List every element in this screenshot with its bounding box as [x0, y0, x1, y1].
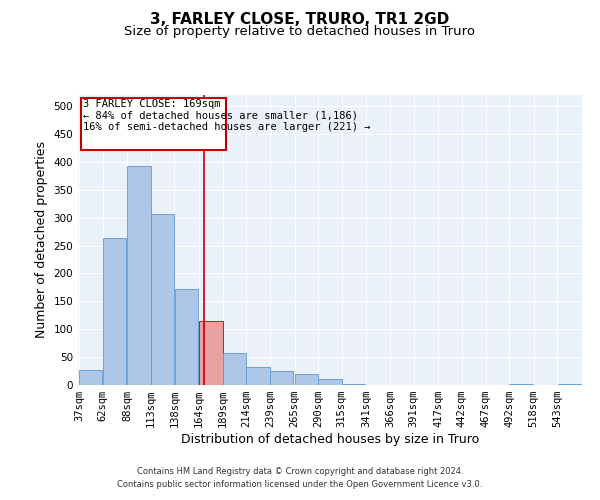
FancyBboxPatch shape: [81, 98, 226, 150]
Bar: [509, 384, 533, 385]
Bar: [342, 384, 365, 385]
Bar: [295, 374, 318, 385]
Bar: [270, 371, 293, 385]
Bar: [223, 353, 246, 385]
Bar: [151, 214, 175, 385]
Y-axis label: Number of detached properties: Number of detached properties: [35, 142, 48, 338]
Bar: [557, 384, 581, 385]
Bar: [79, 370, 103, 385]
Bar: [127, 166, 151, 385]
Bar: [247, 366, 270, 385]
Text: Size of property relative to detached houses in Truro: Size of property relative to detached ho…: [125, 25, 476, 38]
Text: Contains public sector information licensed under the Open Government Licence v3: Contains public sector information licen…: [118, 480, 482, 489]
Text: Contains HM Land Registry data © Crown copyright and database right 2024.: Contains HM Land Registry data © Crown c…: [137, 467, 463, 476]
Bar: [319, 380, 341, 385]
X-axis label: Distribution of detached houses by size in Truro: Distribution of detached houses by size …: [181, 433, 479, 446]
Bar: [103, 238, 126, 385]
Bar: [175, 289, 198, 385]
Text: 3 FARLEY CLOSE: 169sqm
← 84% of detached houses are smaller (1,186)
16% of semi-: 3 FARLEY CLOSE: 169sqm ← 84% of detached…: [83, 99, 370, 132]
Text: 3, FARLEY CLOSE, TRURO, TR1 2GD: 3, FARLEY CLOSE, TRURO, TR1 2GD: [151, 12, 449, 28]
Bar: [199, 321, 223, 385]
